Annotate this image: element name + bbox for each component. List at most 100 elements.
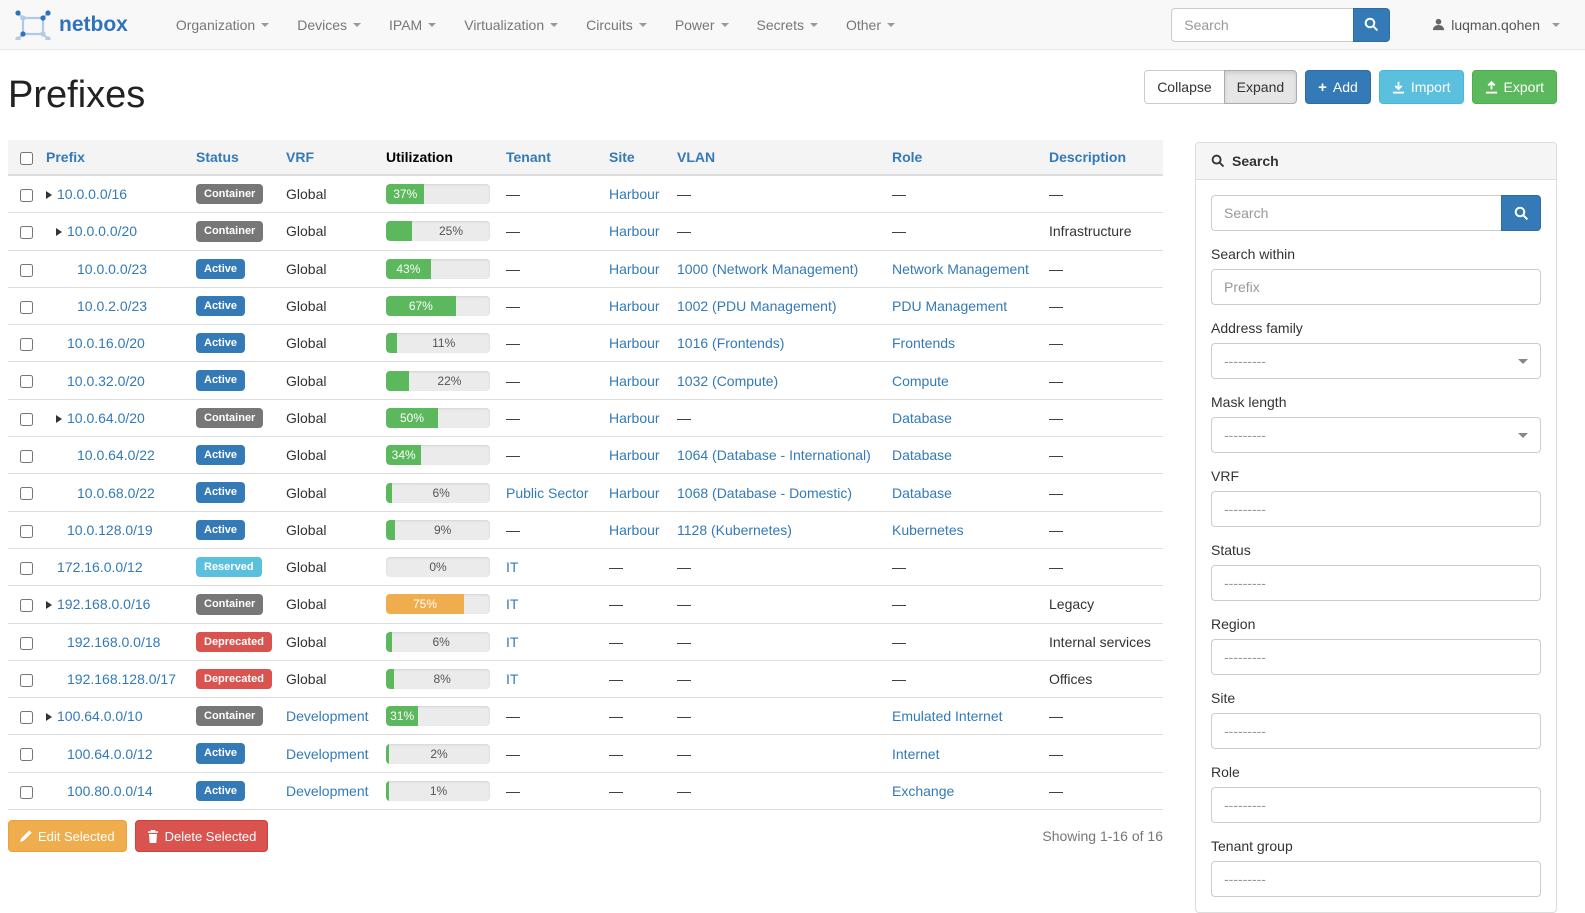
vrf-link[interactable]: Development [286,708,369,725]
filter-select-mask-length[interactable]: --------- [1211,417,1541,453]
prefix-link[interactable]: 10.0.128.0/19 [67,521,153,538]
row-checkbox[interactable] [20,561,33,575]
site-link[interactable]: Harbour [609,521,660,538]
row-checkbox[interactable] [20,263,33,277]
expand-button[interactable]: Expand [1223,70,1298,104]
prefix-link[interactable]: 100.64.0.0/12 [67,745,153,762]
navbar-search-button[interactable] [1353,7,1391,42]
prefix-link[interactable]: 10.0.0.0/23 [77,260,148,277]
role-link[interactable]: Frontends [892,335,956,352]
import-button[interactable]: Import [1378,70,1464,104]
row-checkbox[interactable] [20,188,33,202]
row-checkbox[interactable] [20,785,33,799]
role-link[interactable]: Network Management [892,260,1029,277]
row-checkbox[interactable] [20,748,33,762]
site-link[interactable]: Harbour [609,372,660,389]
site-link[interactable]: Harbour [609,186,660,203]
nav-menu-power[interactable]: Power [661,0,743,50]
filter-select-vrf[interactable]: --------- [1211,491,1541,527]
role-link[interactable]: Kubernetes [892,521,964,538]
nav-menu-virtualization[interactable]: Virtualization [450,0,572,50]
navbar-search-input[interactable] [1171,7,1354,42]
row-checkbox[interactable] [20,524,33,538]
filter-select-site[interactable]: --------- [1211,713,1541,749]
role-link[interactable]: PDU Management [892,298,1008,315]
prefix-link[interactable]: 10.0.0.0/16 [57,186,128,203]
delete-selected-button[interactable]: Delete Selected [134,820,269,853]
vlan-link[interactable]: 1032 (Compute) [677,372,779,389]
filter-select-tenant-group[interactable]: --------- [1211,861,1541,897]
row-checkbox[interactable] [20,338,33,352]
column-header-vlan[interactable]: VLAN [669,140,884,176]
row-checkbox[interactable] [20,226,33,240]
site-link[interactable]: Harbour [609,223,660,240]
prefix-link[interactable]: 10.0.2.0/23 [77,298,148,315]
tenant-link[interactable]: IT [506,596,519,613]
column-header-vrf[interactable]: VRF [278,140,378,176]
vlan-link[interactable]: 1128 (Kubernetes) [677,521,792,538]
vlan-link[interactable]: 1064 (Database - International) [677,447,871,464]
filter-input-search-within[interactable] [1211,269,1541,305]
role-link[interactable]: Internet [892,745,940,762]
site-link[interactable]: Harbour [609,409,660,426]
site-link[interactable]: Harbour [609,298,660,315]
column-header-status[interactable]: Status [188,140,278,176]
site-link[interactable]: Harbour [609,260,660,277]
row-checkbox[interactable] [20,599,33,613]
column-header-role[interactable]: Role [884,140,1041,176]
select-all-checkbox[interactable] [20,151,33,165]
role-link[interactable]: Emulated Internet [892,708,1003,725]
prefix-link[interactable]: 10.0.32.0/20 [67,372,145,389]
edit-selected-button[interactable]: Edit Selected [8,820,127,853]
row-checkbox[interactable] [20,450,33,464]
row-checkbox[interactable] [20,300,33,314]
row-checkbox[interactable] [20,636,33,650]
filter-select-role[interactable]: --------- [1211,787,1541,823]
column-header-site[interactable]: Site [601,140,669,176]
export-button[interactable]: Export [1471,70,1557,104]
column-header-description[interactable]: Description [1041,140,1163,176]
vrf-link[interactable]: Development [286,745,369,762]
vlan-link[interactable]: 1002 (PDU Management) [677,298,837,315]
filter-select-region[interactable]: --------- [1211,639,1541,675]
site-link[interactable]: Harbour [609,447,660,464]
prefix-link[interactable]: 100.80.0.0/14 [67,782,153,799]
row-checkbox[interactable] [20,412,33,426]
prefix-link[interactable]: 10.0.64.0/20 [67,409,145,426]
row-checkbox[interactable] [20,487,33,501]
vlan-link[interactable]: 1068 (Database - Domestic) [677,484,853,501]
user-menu[interactable]: luqman.qohen [1432,17,1560,33]
tenant-link[interactable]: IT [506,559,519,576]
role-link[interactable]: Database [892,409,952,426]
prefix-link[interactable]: 10.0.0.0/20 [67,223,138,240]
role-link[interactable]: Compute [892,372,949,389]
filter-search-input[interactable] [1211,195,1501,231]
column-header-prefix[interactable]: Prefix [38,140,188,176]
nav-menu-circuits[interactable]: Circuits [572,0,661,50]
prefix-link[interactable]: 10.0.64.0/22 [77,447,155,464]
nav-menu-other[interactable]: Other [832,0,909,50]
row-checkbox[interactable] [20,711,33,725]
tenant-link[interactable]: IT [506,671,519,687]
role-link[interactable]: Exchange [892,782,955,799]
vlan-link[interactable]: 1000 (Network Management) [677,260,859,277]
column-header-tenant[interactable]: Tenant [498,140,601,176]
collapse-button[interactable]: Collapse [1144,70,1225,104]
prefix-link[interactable]: 192.168.0.0/16 [57,596,151,613]
site-link[interactable]: Harbour [609,335,660,352]
vlan-link[interactable]: 1016 (Frontends) [677,335,785,352]
filter-select-status[interactable]: --------- [1211,565,1541,601]
prefix-link[interactable]: 192.168.0.0/18 [67,633,161,650]
prefix-link[interactable]: 10.0.16.0/20 [67,335,145,352]
row-checkbox[interactable] [20,673,33,687]
filter-search-button[interactable] [1501,195,1541,231]
filter-select-address-family[interactable]: --------- [1211,343,1541,379]
prefix-link[interactable]: 172.16.0.0/12 [57,559,143,576]
tenant-link[interactable]: Public Sector [506,484,589,501]
role-link[interactable]: Database [892,484,952,501]
prefix-link[interactable]: 192.168.128.0/17 [67,671,176,687]
nav-menu-secrets[interactable]: Secrets [743,0,832,50]
prefix-link[interactable]: 100.64.0.0/10 [57,708,143,725]
row-checkbox[interactable] [20,375,33,389]
brand-logo[interactable]: netbox [15,9,128,40]
